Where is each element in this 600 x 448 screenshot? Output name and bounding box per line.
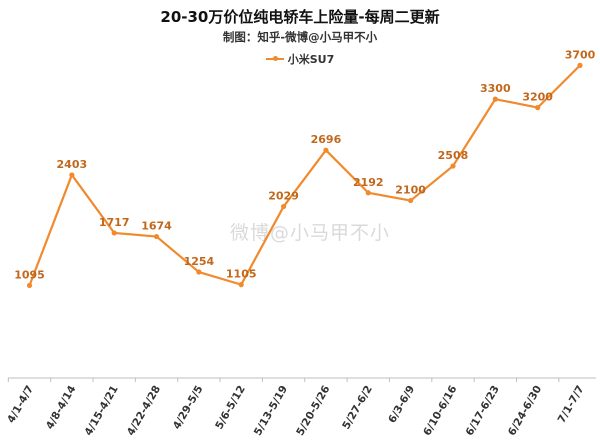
data-point: [26, 282, 33, 289]
data-point: [535, 105, 541, 111]
data-point: [153, 233, 160, 240]
data-point: [408, 197, 414, 204]
x-tick-label: 4/29-5/5: [171, 384, 206, 432]
x-tick-label: 6/10-6/16: [421, 384, 459, 438]
legend: 小米SU7: [0, 51, 600, 67]
data-label: 1254: [184, 255, 215, 268]
data-label: 3700: [565, 48, 596, 61]
x-tick-label: 6/17-6/23: [464, 384, 502, 438]
data-label: 2100: [395, 184, 426, 197]
data-label: 2403: [57, 158, 88, 171]
x-tick-label: 5/20-5/26: [294, 384, 332, 438]
chart-subtitle: 制图：知乎-微博@小马甲不小: [222, 30, 378, 44]
data-point: [365, 190, 371, 196]
data-point: [69, 172, 75, 178]
x-tick-label: 5/6-5/12: [213, 384, 248, 432]
data-point: [577, 62, 583, 68]
x-tick-label: 4/8-4/14: [44, 384, 79, 432]
data-label: 1674: [141, 220, 172, 233]
data-label: 2696: [311, 133, 342, 146]
watermark-text: 微博@小马甲不小: [230, 222, 391, 244]
legend-label: 小米SU7: [287, 53, 335, 66]
x-tick-label: 6/3-6/9: [386, 384, 417, 426]
x-tick-label: 5/27-6/2: [340, 384, 375, 432]
x-tick-label: 6/24-6/30: [506, 384, 544, 438]
data-point: [280, 203, 287, 210]
data-label: 3200: [522, 91, 553, 104]
data-label: 2029: [268, 190, 299, 203]
data-label: 2508: [438, 149, 469, 162]
data-point: [450, 163, 456, 169]
series-line: [28, 64, 581, 286]
data-point: [492, 96, 498, 102]
data-label: 1095: [14, 268, 45, 281]
data-point: [196, 269, 202, 275]
data-label: 3300: [480, 82, 511, 95]
data-point: [238, 282, 244, 288]
legend-swatch: [265, 56, 284, 61]
data-point: [323, 147, 329, 153]
x-tick-label: 4/15-4/21: [82, 384, 120, 438]
x-tick-label: 4/1-4/7: [5, 384, 36, 426]
data-point: [111, 230, 117, 236]
x-tick-label: 5/13-5/19: [252, 384, 290, 438]
chart-title: 20-30万价位纯电轿车上险量-每周二更新: [160, 8, 440, 26]
data-label: 2192: [353, 176, 384, 189]
x-tick-label: 7/1-7/7: [556, 384, 587, 426]
data-label: 1105: [226, 268, 257, 281]
x-tick-label: 4/22-4/28: [125, 384, 163, 438]
data-label: 1717: [99, 216, 130, 229]
